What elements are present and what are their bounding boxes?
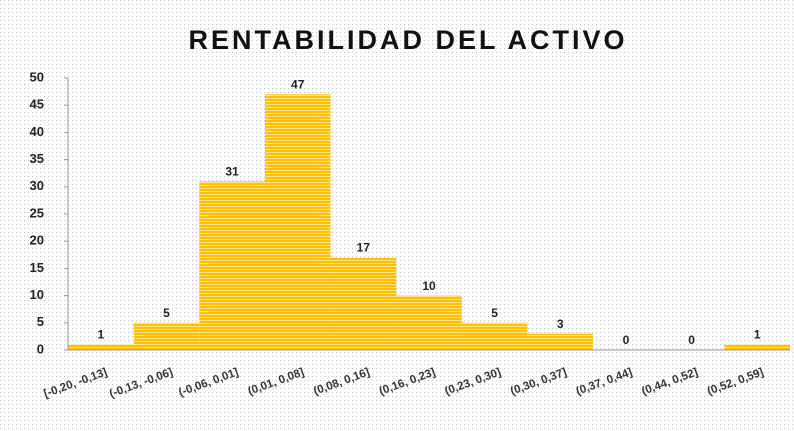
- y-tick-label: 35: [30, 151, 44, 166]
- value-label: 0: [623, 333, 630, 347]
- y-tick-label: 50: [30, 69, 44, 84]
- y-tick-label: 10: [30, 287, 44, 302]
- value-label: 5: [163, 306, 170, 320]
- bar: [724, 344, 790, 350]
- value-label: 1: [754, 328, 761, 342]
- value-label: 10: [422, 279, 436, 293]
- y-tick-label: 40: [30, 124, 44, 139]
- value-label: 47: [291, 77, 305, 91]
- value-label: 0: [688, 333, 695, 347]
- bar: [199, 181, 265, 350]
- y-tick-label: 0: [37, 341, 44, 356]
- value-label: 5: [491, 306, 498, 320]
- y-tick-label: 30: [30, 178, 44, 193]
- bar: [396, 295, 462, 350]
- y-tick-label: 5: [37, 314, 44, 329]
- bar: [330, 257, 397, 350]
- bar: [527, 333, 594, 350]
- bar: [68, 344, 134, 350]
- bar: [461, 322, 528, 350]
- bar: [264, 94, 331, 350]
- bar: [133, 322, 200, 350]
- value-label: 3: [557, 317, 564, 331]
- y-tick-label: 15: [30, 260, 44, 275]
- y-tick-label: 20: [30, 233, 44, 248]
- value-label: 17: [357, 241, 371, 255]
- y-tick-label: 45: [30, 97, 44, 112]
- value-label: 1: [97, 328, 104, 342]
- value-label: 31: [225, 165, 239, 179]
- chart-title: RENTABILIDAD DEL ACTIVO: [189, 25, 628, 55]
- y-tick-label: 25: [30, 205, 44, 220]
